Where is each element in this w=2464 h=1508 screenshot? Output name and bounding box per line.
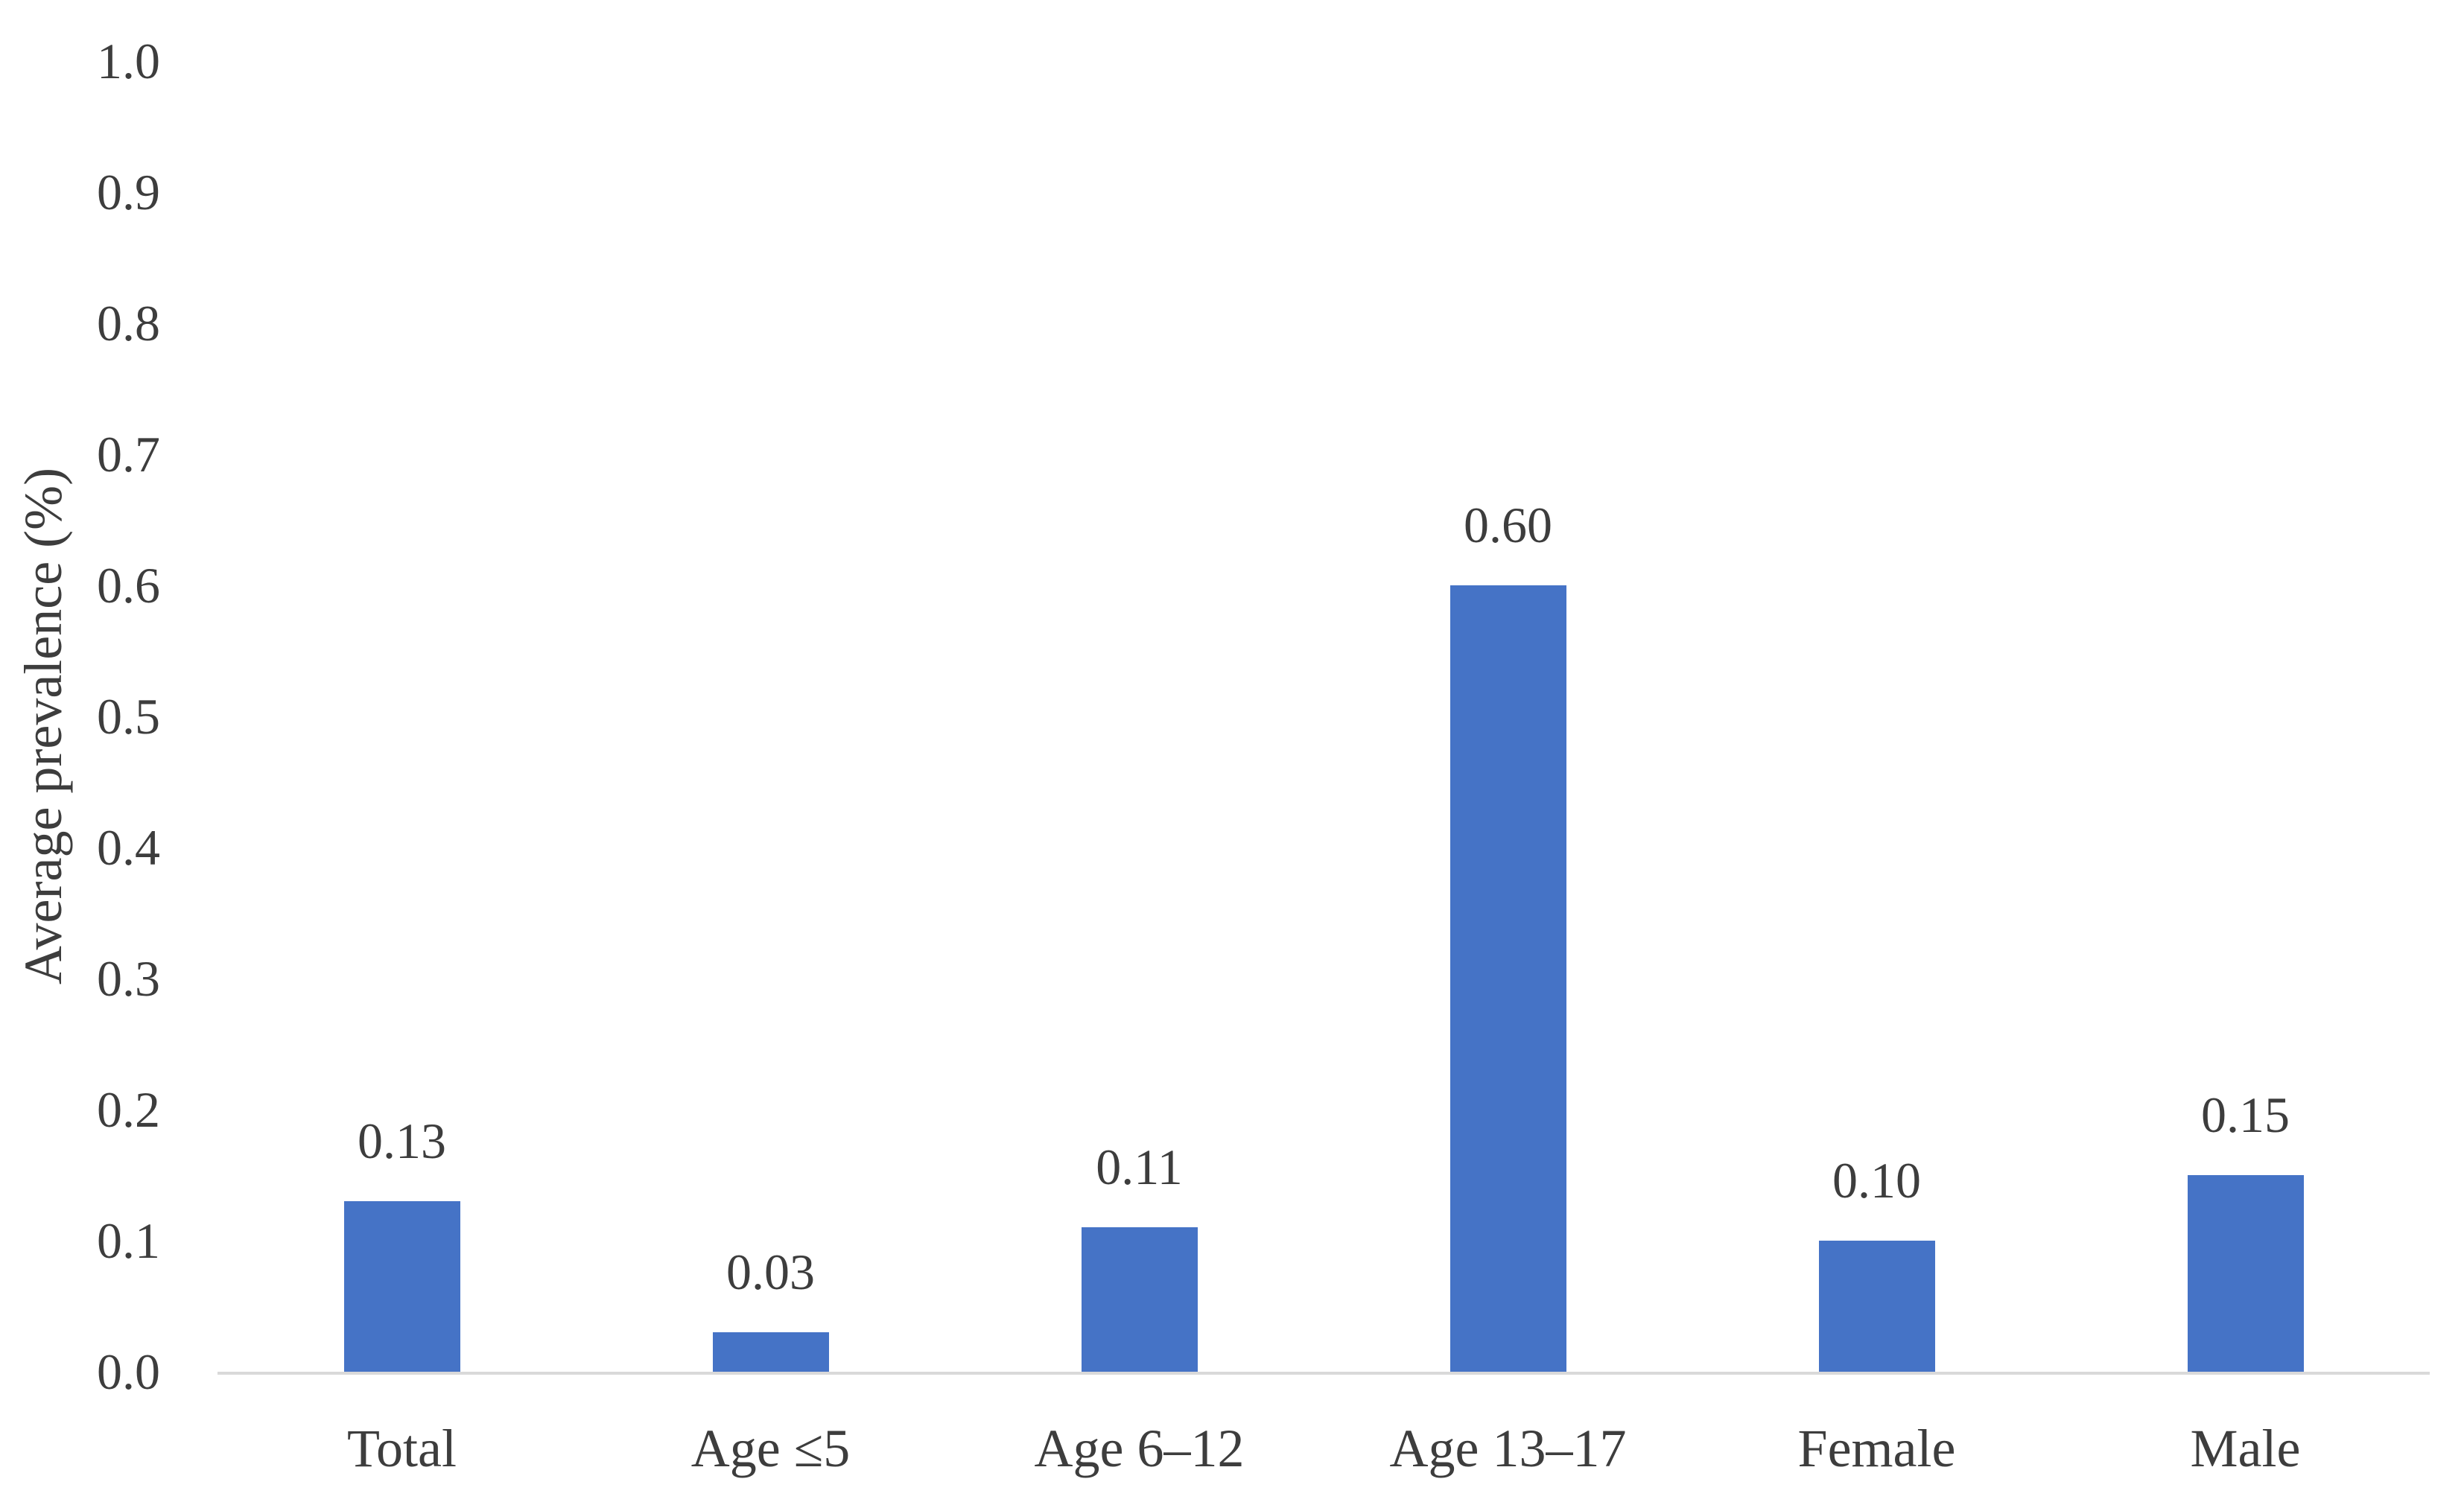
y-tick-label: 0.1 <box>97 1212 160 1269</box>
x-category-label: Total <box>347 1419 457 1478</box>
bar-value-label: 0.13 <box>358 1113 446 1169</box>
bar-slot: 0.60 Age 13–17 <box>1324 61 1692 1478</box>
y-axis-ticks: 0.0 0.1 0.2 0.3 0.4 0.5 0.6 0.7 0.8 0.9 1.0 <box>0 33 160 1400</box>
x-category-label: Female <box>1797 1419 1956 1478</box>
bar <box>343 1201 460 1372</box>
bar-value-label: 0.03 <box>726 1244 815 1300</box>
bar-slot: 0.11 Age 6–12 <box>955 61 1324 1478</box>
y-tick-label: 0.4 <box>97 819 160 876</box>
plot-area: 0.13 Total 0.03 Age ≤5 0.11 Age 6–12 0.60 Age 1… <box>217 61 2430 1478</box>
bar-value-label: 0.10 <box>1832 1152 1921 1209</box>
y-tick-label: 0.6 <box>97 557 160 614</box>
y-tick-label: 0.0 <box>97 1343 160 1400</box>
x-category-label: Age 13–17 <box>1389 1419 1627 1478</box>
bar-slot: 0.03 Age ≤5 <box>586 61 955 1478</box>
x-category-label: Age 6–12 <box>1034 1419 1245 1478</box>
bar <box>712 1332 829 1372</box>
y-tick-label: 0.7 <box>97 426 160 483</box>
y-tick-label: 0.5 <box>97 688 160 745</box>
x-category-label: Age ≤5 <box>690 1419 851 1478</box>
bar-value-label: 0.11 <box>1096 1139 1183 1195</box>
bar-value-label: 0.15 <box>2201 1087 2290 1143</box>
bar <box>1081 1227 1198 1372</box>
y-tick-label: 0.3 <box>97 950 160 1007</box>
bar-slot: 0.15 Male <box>2061 61 2430 1478</box>
y-tick-label: 0.8 <box>97 295 160 351</box>
bar <box>2187 1175 2304 1372</box>
y-tick-label: 0.9 <box>97 164 160 220</box>
bar-value-label: 0.60 <box>1464 497 1552 553</box>
bar <box>1818 1241 1935 1372</box>
bar <box>1449 585 1566 1372</box>
y-tick-label: 1.0 <box>97 33 160 89</box>
bar-slot: 0.13 Total <box>217 61 586 1478</box>
x-category-label: Male <box>2190 1419 2301 1478</box>
bar-slot: 0.10 Female <box>1692 61 2061 1478</box>
y-tick-label: 0.2 <box>97 1081 160 1138</box>
